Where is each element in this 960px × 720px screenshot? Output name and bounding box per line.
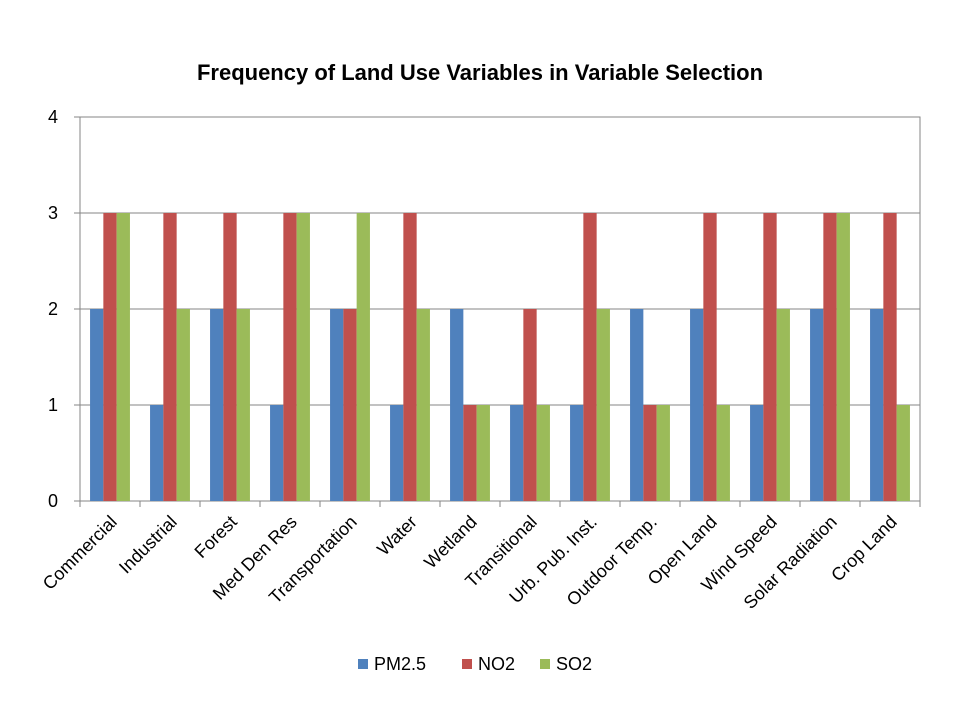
legend-swatch bbox=[358, 659, 368, 669]
bar-so2 bbox=[356, 213, 370, 501]
bar-no2 bbox=[763, 213, 777, 501]
bar-pm25 bbox=[570, 405, 584, 501]
y-tick-label: 0 bbox=[48, 491, 58, 511]
bar-so2 bbox=[776, 309, 790, 501]
bar-pm25 bbox=[90, 309, 104, 501]
y-tick-label: 2 bbox=[48, 299, 58, 319]
category-label: Crop Land bbox=[827, 512, 901, 586]
bar-no2 bbox=[403, 213, 417, 501]
bar-no2 bbox=[523, 309, 537, 501]
bar-so2 bbox=[536, 405, 550, 501]
legend-label: PM2.5 bbox=[374, 654, 426, 674]
bar-so2 bbox=[116, 213, 130, 501]
bar-no2 bbox=[643, 405, 657, 501]
legend-swatch bbox=[540, 659, 550, 669]
y-tick-label: 4 bbox=[48, 107, 58, 127]
category-label: Water bbox=[373, 512, 421, 560]
bar-so2 bbox=[236, 309, 250, 501]
category-label: Wetland bbox=[420, 512, 481, 573]
category-label: Forest bbox=[191, 512, 241, 562]
bar-pm25 bbox=[870, 309, 884, 501]
y-tick-label: 1 bbox=[48, 395, 58, 415]
y-tick-label: 3 bbox=[48, 203, 58, 223]
bar-pm25 bbox=[810, 309, 824, 501]
legend-label: NO2 bbox=[478, 654, 515, 674]
bar-pm25 bbox=[690, 309, 704, 501]
bar-so2 bbox=[716, 405, 730, 501]
bar-no2 bbox=[703, 213, 717, 501]
bar-no2 bbox=[343, 309, 357, 501]
bar-pm25 bbox=[750, 405, 764, 501]
bar-so2 bbox=[596, 309, 610, 501]
bar-pm25 bbox=[450, 309, 464, 501]
bar-pm25 bbox=[150, 405, 164, 501]
legend-swatch bbox=[462, 659, 472, 669]
bar-pm25 bbox=[510, 405, 524, 501]
bar-so2 bbox=[416, 309, 430, 501]
bar-so2 bbox=[176, 309, 190, 501]
chart-title: Frequency of Land Use Variables in Varia… bbox=[196, 60, 764, 85]
bar-no2 bbox=[163, 213, 177, 501]
bar-so2 bbox=[296, 213, 310, 501]
bar-no2 bbox=[463, 405, 477, 501]
bar-no2 bbox=[223, 213, 237, 501]
bar-pm25 bbox=[630, 309, 644, 501]
bar-pm25 bbox=[210, 309, 224, 501]
bar-no2 bbox=[283, 213, 297, 501]
bar-no2 bbox=[583, 213, 597, 501]
bar-so2 bbox=[836, 213, 850, 501]
bar-pm25 bbox=[330, 309, 344, 501]
bar-no2 bbox=[883, 213, 897, 501]
category-label: Industrial bbox=[115, 512, 181, 578]
bar-so2 bbox=[896, 405, 910, 501]
bar-no2 bbox=[823, 213, 837, 501]
bar-so2 bbox=[476, 405, 490, 501]
legend-label: SO2 bbox=[556, 654, 592, 674]
bar-no2 bbox=[103, 213, 117, 501]
category-label: Commercial bbox=[39, 512, 121, 594]
bar-pm25 bbox=[270, 405, 284, 501]
bar-pm25 bbox=[390, 405, 404, 501]
bar-so2 bbox=[656, 405, 670, 501]
